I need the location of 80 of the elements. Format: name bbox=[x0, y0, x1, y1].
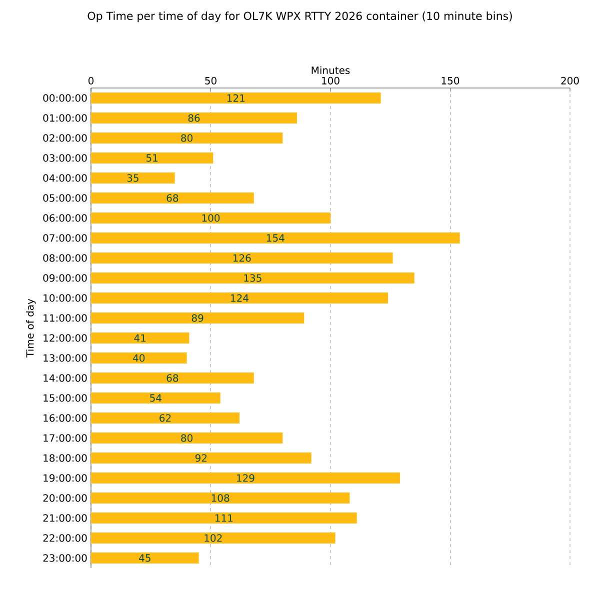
bar bbox=[91, 232, 460, 244]
y-tick-label: 09:00:00 bbox=[43, 274, 87, 282]
y-tick-label: 06:00:00 bbox=[43, 214, 87, 222]
x-tick-label: 0 bbox=[88, 76, 94, 84]
bar bbox=[91, 172, 175, 184]
bar bbox=[91, 312, 304, 324]
data-label: 100 bbox=[202, 214, 220, 222]
bar bbox=[91, 132, 283, 144]
data-label: 68 bbox=[166, 374, 178, 382]
y-tick-label: 14:00:00 bbox=[44, 374, 87, 382]
x-axis-title: Minutes bbox=[312, 66, 350, 74]
bar bbox=[91, 152, 214, 164]
y-tick-label: 07:00:00 bbox=[43, 234, 87, 242]
data-label: 86 bbox=[188, 114, 200, 122]
data-label: 80 bbox=[181, 134, 193, 142]
bar bbox=[91, 372, 254, 384]
data-label: 102 bbox=[204, 534, 222, 542]
y-tick-label: 17:00:00 bbox=[44, 434, 87, 442]
x-tick-label: 50 bbox=[205, 76, 216, 84]
bar bbox=[91, 192, 254, 204]
y-tick-label: 01:00:00 bbox=[43, 114, 87, 122]
y-tick-label: 11:00:00 bbox=[44, 314, 87, 322]
x-tick-label: 200 bbox=[561, 76, 579, 84]
y-tick-label: 00:00:00 bbox=[43, 94, 87, 102]
y-tick-label: 19:00:00 bbox=[44, 474, 87, 482]
data-label: 126 bbox=[233, 254, 251, 262]
bar bbox=[91, 392, 220, 404]
data-label: 154 bbox=[266, 234, 284, 242]
data-label: 92 bbox=[195, 454, 207, 462]
y-tick-label: 02:00:00 bbox=[43, 134, 87, 142]
bar bbox=[91, 552, 199, 564]
x-tick-label: 150 bbox=[442, 76, 460, 84]
y-tick-label: 13:00:00 bbox=[44, 354, 87, 362]
x-tick-label: 100 bbox=[322, 76, 340, 84]
y-tick-label: 16:00:00 bbox=[44, 414, 87, 422]
bar bbox=[91, 272, 414, 284]
y-tick-label: 03:00:00 bbox=[43, 154, 87, 162]
y-tick-label: 12:00:00 bbox=[44, 334, 87, 342]
y-tick-label: 20:00:00 bbox=[43, 494, 87, 502]
y-tick-label: 10:00:00 bbox=[44, 294, 87, 302]
y-tick-label: 15:00:00 bbox=[44, 394, 87, 402]
chart-title: Op Time per time of day for OL7K WPX RTTY 2026 container (10 minute bins) bbox=[88, 12, 512, 22]
bar bbox=[91, 332, 190, 344]
bar bbox=[91, 432, 283, 444]
y-tick-label: 23:00:00 bbox=[43, 554, 87, 562]
data-label: 129 bbox=[237, 474, 254, 482]
bar bbox=[91, 492, 350, 504]
bar bbox=[91, 472, 400, 484]
data-label: 108 bbox=[212, 494, 230, 502]
data-label: 121 bbox=[227, 94, 245, 102]
data-label: 111 bbox=[215, 514, 233, 522]
y-tick-label: 18:00:00 bbox=[44, 454, 87, 462]
bar bbox=[91, 112, 297, 124]
bar bbox=[91, 452, 312, 464]
data-label: 54 bbox=[150, 394, 162, 402]
bar bbox=[91, 212, 330, 224]
bar bbox=[91, 532, 336, 544]
bar bbox=[91, 292, 388, 304]
bar bbox=[91, 412, 240, 424]
data-label: 62 bbox=[160, 414, 171, 422]
data-label: 135 bbox=[244, 274, 262, 282]
y-tick-label: 22:00:00 bbox=[43, 534, 87, 542]
bar bbox=[91, 512, 357, 524]
y-tick-label: 08:00:00 bbox=[43, 254, 87, 262]
data-label: 68 bbox=[166, 194, 178, 202]
y-tick-label: 05:00:00 bbox=[43, 194, 87, 202]
data-label: 45 bbox=[139, 554, 150, 562]
data-label: 40 bbox=[133, 354, 145, 362]
data-label: 80 bbox=[181, 434, 193, 442]
y-tick-label: 21:00:00 bbox=[43, 514, 87, 522]
data-label: 89 bbox=[192, 314, 204, 322]
data-label: 124 bbox=[231, 294, 248, 302]
bar bbox=[91, 352, 187, 364]
data-label: 41 bbox=[134, 334, 146, 342]
bar bbox=[91, 92, 381, 104]
y-axis-title: Time of day bbox=[26, 298, 36, 358]
y-tick-label: 04:00:00 bbox=[43, 174, 87, 182]
data-label: 35 bbox=[127, 174, 138, 182]
bar bbox=[91, 252, 393, 264]
data-label: 51 bbox=[146, 154, 158, 162]
